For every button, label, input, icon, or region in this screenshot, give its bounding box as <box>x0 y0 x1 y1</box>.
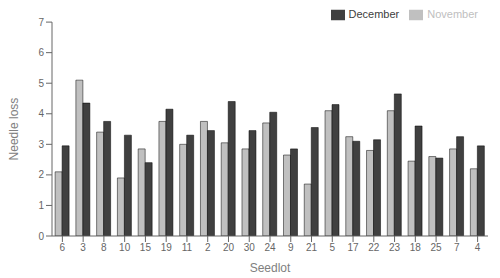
svg-text:0: 0 <box>38 231 44 242</box>
svg-text:1: 1 <box>38 200 44 211</box>
svg-text:4: 4 <box>38 108 44 119</box>
html-text:November: November <box>427 8 478 20</box>
svg-text:5: 5 <box>330 242 336 253</box>
svg-text:10: 10 <box>119 242 131 253</box>
svg-text:20: 20 <box>223 242 235 253</box>
svg-text:Needle loss: Needle loss <box>8 98 21 161</box>
svg-text:22: 22 <box>368 242 380 253</box>
svg-text:23: 23 <box>389 242 401 253</box>
svg-text:15: 15 <box>140 242 152 253</box>
svg-text:Seedlot: Seedlot <box>250 261 291 275</box>
svg-text:25: 25 <box>431 242 443 253</box>
svg-text:6: 6 <box>60 242 66 253</box>
svg-text:3: 3 <box>38 139 44 150</box>
svg-text:5: 5 <box>38 78 44 89</box>
svg-text:30: 30 <box>244 242 256 253</box>
svg-text:18: 18 <box>410 242 422 253</box>
svg-text:9: 9 <box>288 242 294 253</box>
svg-text:6: 6 <box>38 47 44 58</box>
svg-text:7: 7 <box>454 242 460 253</box>
svg-text:11: 11 <box>182 242 193 253</box>
html-text:December: December <box>348 8 400 20</box>
svg-text:8: 8 <box>101 242 107 253</box>
svg-text:7: 7 <box>38 17 44 28</box>
svg-text:3: 3 <box>80 242 86 253</box>
svg-text:17: 17 <box>347 242 359 253</box>
svg-text:4: 4 <box>475 242 481 253</box>
svg-text:19: 19 <box>161 242 173 253</box>
svg-text:24: 24 <box>264 242 276 253</box>
svg-text:2: 2 <box>38 169 44 180</box>
svg-text:21: 21 <box>306 242 318 253</box>
svg-text:2: 2 <box>205 242 211 253</box>
